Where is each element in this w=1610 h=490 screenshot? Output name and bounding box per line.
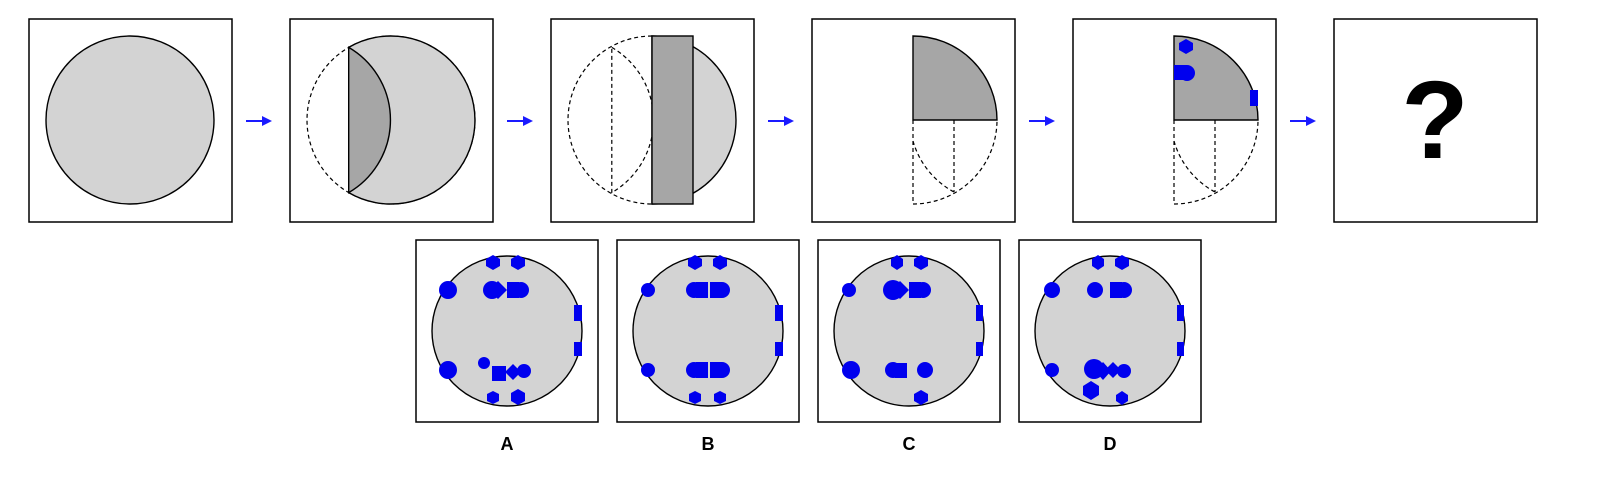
right-arrow-icon <box>245 115 273 127</box>
hexagon-hole-icon <box>1179 39 1193 54</box>
step-4-panel <box>811 18 1016 223</box>
paper-circle <box>45 35 215 205</box>
right-arrow-icon <box>1289 115 1317 127</box>
holes <box>1044 255 1184 405</box>
step-2-panel <box>289 18 494 223</box>
lower-dashed-outline <box>1173 119 1259 205</box>
lower-dashed-outline <box>912 119 998 205</box>
square-hole-icon <box>1250 90 1258 106</box>
question-mark: ? <box>1401 59 1468 182</box>
folded-flap <box>348 46 392 194</box>
unfolded-paper <box>1034 255 1186 407</box>
folded-quarter <box>1173 35 1259 121</box>
option-c-label: C <box>903 434 916 454</box>
unfolded-paper <box>833 255 985 407</box>
right-arrow-icon <box>506 115 534 127</box>
right-arrow-icon <box>1028 115 1056 127</box>
option-b[interactable] <box>616 239 800 423</box>
step-5-panel <box>1072 18 1277 223</box>
holes <box>842 255 983 405</box>
square-hole-icon <box>1174 65 1187 80</box>
option-b-label: B <box>702 434 715 454</box>
folded-strip <box>651 35 694 205</box>
step-6-panel: ? <box>1333 18 1538 223</box>
option-c[interactable] <box>817 239 1001 423</box>
option-a-label: A <box>501 434 514 454</box>
unfolded-paper <box>632 255 784 407</box>
step-1-panel <box>28 18 233 223</box>
holes <box>641 255 783 404</box>
step-3-panel <box>550 18 755 223</box>
option-a[interactable] <box>415 239 599 423</box>
unfolded-paper <box>431 255 583 407</box>
option-d[interactable] <box>1018 239 1202 423</box>
folded-quarter <box>912 35 998 121</box>
right-arrow-icon <box>767 115 795 127</box>
holes <box>439 255 582 405</box>
paper-remaining <box>348 35 476 205</box>
option-d-label: D <box>1104 434 1117 454</box>
left-dashed-arc <box>567 35 653 205</box>
